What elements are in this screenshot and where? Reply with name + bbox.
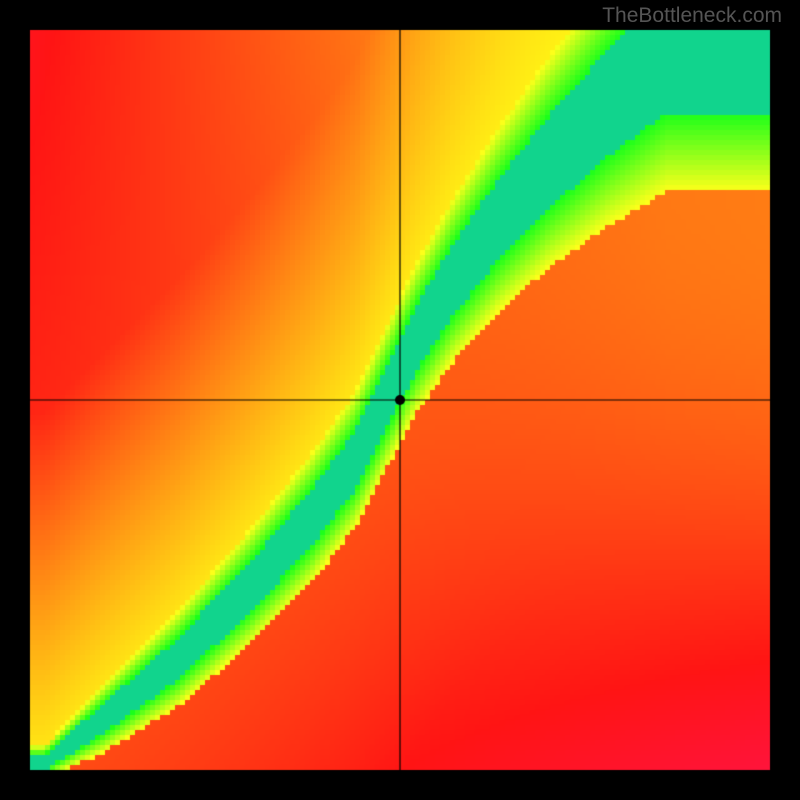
heatmap-canvas (0, 0, 800, 800)
chart-container: TheBottleneck.com (0, 0, 800, 800)
watermark-label: TheBottleneck.com (602, 4, 782, 28)
